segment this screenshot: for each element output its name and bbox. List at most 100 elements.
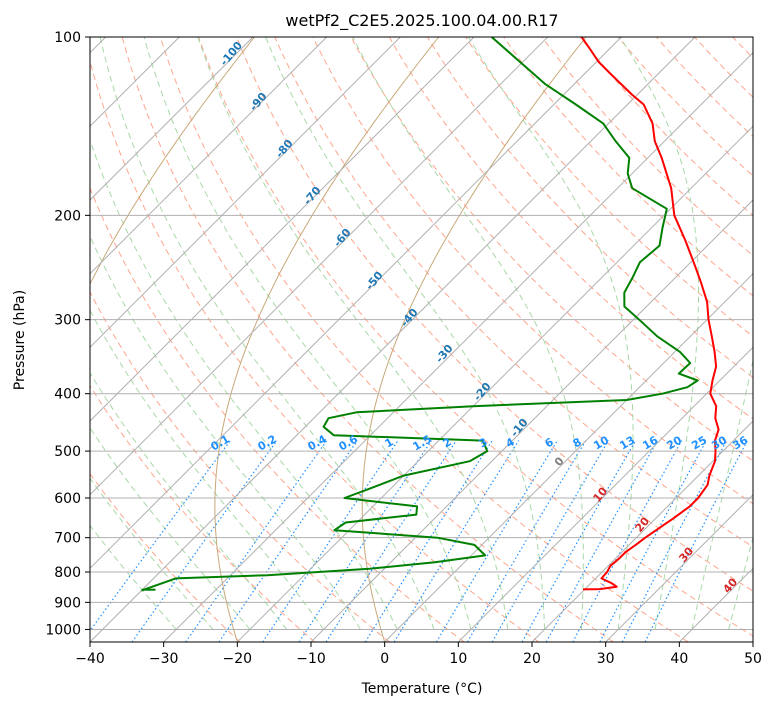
mixing-ratio-line [90, 440, 231, 632]
dry-adiabat-label: -20 [471, 380, 494, 404]
y-axis: 100 200 300 400 500 600 700 800 900 1000 [45, 30, 90, 638]
series-line [580, 37, 720, 591]
moist-adiabat [143, 37, 472, 630]
moist-adiabat [90, 427, 251, 630]
isotherm-line [90, 37, 401, 349]
isotherm-line [310, 199, 753, 642]
x-axis: −40 −30 −20 −10 0 10 20 30 40 50 [75, 642, 762, 667]
mixing-ratio-line [644, 440, 748, 642]
x-tick-label: −40 [75, 651, 105, 667]
y-tick-label: 500 [54, 444, 81, 460]
dry-adiabat [503, 37, 753, 297]
y-tick-label: 1000 [45, 622, 81, 638]
mixing-ratio-line [364, 440, 493, 642]
mixing-ratio-line [521, 440, 637, 642]
dry-adiabat [312, 37, 753, 505]
dry-adiabat-label: -30 [433, 342, 456, 366]
chart-title: wetPf2_C2E5.2025.100.04.00.R17 [285, 11, 558, 31]
isotherm-line [752, 641, 753, 642]
moist-adiabat [728, 536, 753, 630]
dry-adiabat-label: -10 [508, 416, 531, 440]
mixing-ratio-label: 13 [617, 434, 637, 453]
mixing-ratio-line [298, 440, 432, 642]
isotherm-line [384, 272, 753, 642]
dry-adiabat [350, 37, 753, 462]
x-tick-label: −10 [296, 651, 326, 667]
mixing-ratio-line [218, 440, 358, 642]
x-tick-label: 0 [380, 651, 389, 667]
moist-adiabat [691, 358, 753, 630]
y-tick-label: 800 [54, 565, 81, 581]
isotherm-line [90, 37, 549, 496]
dry-adiabat [121, 37, 614, 642]
y-tick-label: 200 [54, 208, 81, 224]
isotherm-line [531, 420, 753, 642]
series-lines [141, 37, 720, 592]
mixing-ratio-line [599, 440, 707, 642]
dry-adiabat-label: 20 [632, 514, 652, 534]
y-tick-label: 400 [54, 387, 81, 403]
isotherm-line [90, 37, 622, 570]
series-line [141, 37, 699, 592]
dry-adiabat [274, 37, 753, 548]
y-axis-label: Pressure (hPa) [12, 290, 28, 390]
mixing-ratio-label: 1.5 [411, 432, 434, 453]
mixing-ratio-line [545, 440, 659, 642]
mixing-ratio-line [491, 440, 609, 642]
y-tick-label: 600 [54, 491, 81, 507]
y-tick-label: 300 [54, 313, 81, 329]
x-tick-label: 20 [523, 651, 541, 667]
isotherm-line [457, 346, 753, 642]
mixing-ratio-line [572, 440, 683, 642]
grid-lines [90, 37, 753, 642]
x-tick-label: 50 [744, 651, 762, 667]
dry-adiabat-label: 10 [590, 484, 610, 504]
x-tick-label: 40 [670, 651, 688, 667]
dry-adiabat [465, 37, 753, 338]
dry-adiabat [732, 37, 753, 59]
plot-frame [89, 36, 754, 643]
moist-adiabat [99, 37, 435, 630]
isotherm-line [90, 37, 254, 201]
dry-adiabat [388, 37, 753, 420]
dry-adiabat-label: -50 [363, 269, 386, 293]
moist-adiabat [90, 235, 361, 630]
dry-adiabat [90, 186, 465, 642]
y-tick-label: 900 [54, 595, 81, 611]
moist-adiabat [265, 37, 546, 630]
moist-adiabat [352, 37, 584, 630]
dry-adiabat [90, 384, 316, 642]
dry-adiabat-label: -40 [398, 306, 421, 330]
dry-adiabat [90, 472, 241, 642]
isotherm-line [90, 37, 475, 422]
x-axis-label: Temperature (°C) [361, 681, 483, 697]
isotherm-line [236, 125, 753, 642]
dry-adiabat [90, 59, 540, 642]
x-tick-label: −20 [223, 651, 253, 667]
moist-adiabat [90, 371, 288, 630]
x-tick-label: 30 [597, 651, 615, 667]
mixing-ratio-label: 0.2 [256, 432, 279, 453]
mixing-ratio-label: 10 [591, 433, 611, 452]
background-lines [90, 37, 775, 642]
moist-adiabat [619, 37, 699, 630]
dry-adiabat [771, 37, 775, 642]
moist-adiabat [90, 524, 177, 630]
moist-adiabat [90, 477, 214, 630]
mixing-ratio-line [435, 440, 558, 642]
isotherm-line [163, 51, 753, 642]
dry-adiabat [90, 291, 390, 642]
mixing-ratio-line [325, 440, 457, 642]
dry-adiabat-label: 40 [720, 575, 740, 595]
mixing-ratio-line [466, 440, 587, 642]
saturated-adiabat [361, 37, 587, 642]
y-tick-label: 100 [54, 30, 81, 46]
isotherm-line [605, 493, 753, 642]
dry-adiabat-label: 30 [676, 544, 696, 564]
dry-adiabat [656, 37, 753, 138]
dry-adiabat-label: -90 [247, 90, 270, 114]
y-tick-label: 700 [54, 531, 81, 547]
mixing-ratio-label: 20 [664, 433, 684, 452]
x-tick-label: −30 [149, 651, 179, 667]
